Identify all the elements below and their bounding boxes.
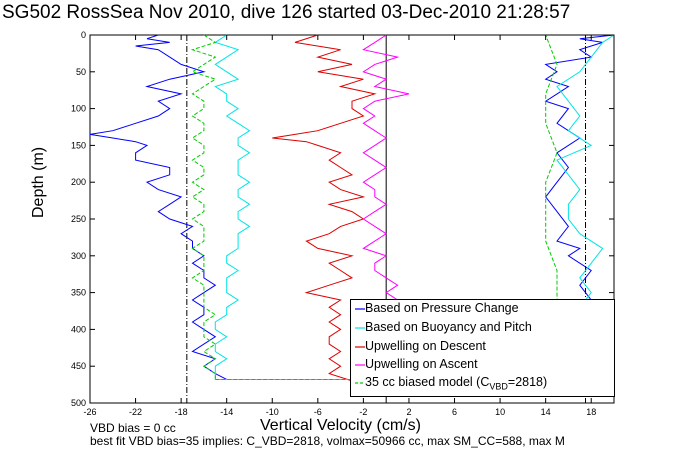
legend-swatch-model: [355, 382, 365, 384]
y-tick-label-4: 200: [71, 177, 86, 187]
legend-item-ascent: Upwelling on Ascent: [351, 357, 614, 374]
y-tick-label-0: 0: [81, 30, 86, 40]
x-tick-label-4: -10: [266, 407, 279, 417]
x-tick-label-8: 6: [452, 407, 457, 417]
x-tick-label-5: -6: [314, 407, 322, 417]
x-tick-label-6: -2: [359, 407, 367, 417]
x-tick-label-10: 14: [541, 407, 551, 417]
series-line-4: [190, 34, 217, 380]
y-tick-label-1: 50: [76, 67, 86, 77]
x-tick-label-3: -14: [220, 407, 233, 417]
x-axis-label: Vertical Velocity (cm/s): [260, 417, 421, 434]
legend-swatch-buoyancy: [355, 327, 365, 329]
legend-item-pressure: Based on Pressure Change: [351, 301, 614, 318]
y-tick-label-8: 400: [71, 324, 86, 334]
x-tick-label-1: -22: [129, 407, 142, 417]
y-tick-label-6: 300: [71, 251, 86, 261]
legend-label-buoyancy: Based on Buoyancy and Pitch: [365, 320, 532, 334]
legend-label-pressure: Based on Pressure Change: [365, 301, 519, 315]
x-tick-label-11: 18: [586, 407, 596, 417]
y-tick-label-7: 350: [71, 288, 86, 298]
y-tick-label-9: 450: [71, 361, 86, 371]
series-line-0: [89, 34, 227, 380]
x-tick-label-2: -18: [175, 407, 188, 417]
legend-item-descent: Upwelling on Descent: [351, 339, 614, 356]
legend-swatch-ascent: [355, 364, 365, 366]
legend-swatch-pressure: [355, 308, 365, 310]
x-tick-label-7: 2: [406, 407, 411, 417]
series-line-2: [272, 34, 377, 382]
y-tick-label-5: 250: [71, 214, 86, 224]
legend-swatch-descent: [355, 346, 365, 348]
footer-line-1: VBD bias = 0 cc: [90, 421, 176, 435]
legend-label-model: 35 cc biased model (CVBD=2818): [365, 375, 548, 392]
legend-label-ascent: Upwelling on Ascent: [365, 357, 478, 371]
y-tick-label-10: 500: [71, 398, 86, 408]
series-line-1: [214, 34, 251, 380]
legend-label-descent: Upwelling on Descent: [365, 339, 486, 353]
legend-item-buoyancy: Based on Buoyancy and Pitch: [351, 320, 614, 337]
legend-item-model: 35 cc biased model (CVBD=2818): [351, 375, 614, 392]
x-tick-label-9: 10: [495, 407, 505, 417]
chart-title: SG502 RossSea Nov 2010, dive 126 started…: [2, 2, 571, 23]
chart-legend: Based on Pressure Change Based on Buoyan…: [350, 299, 615, 397]
y-tick-label-2: 100: [71, 104, 86, 114]
y-tick-label-3: 150: [71, 140, 86, 150]
x-tick-label-0: -26: [83, 407, 96, 417]
footer-line-2: best fit VBD bias=35 implies: C_VBD=2818…: [90, 434, 565, 448]
y-axis-label: Depth (m): [30, 146, 47, 218]
